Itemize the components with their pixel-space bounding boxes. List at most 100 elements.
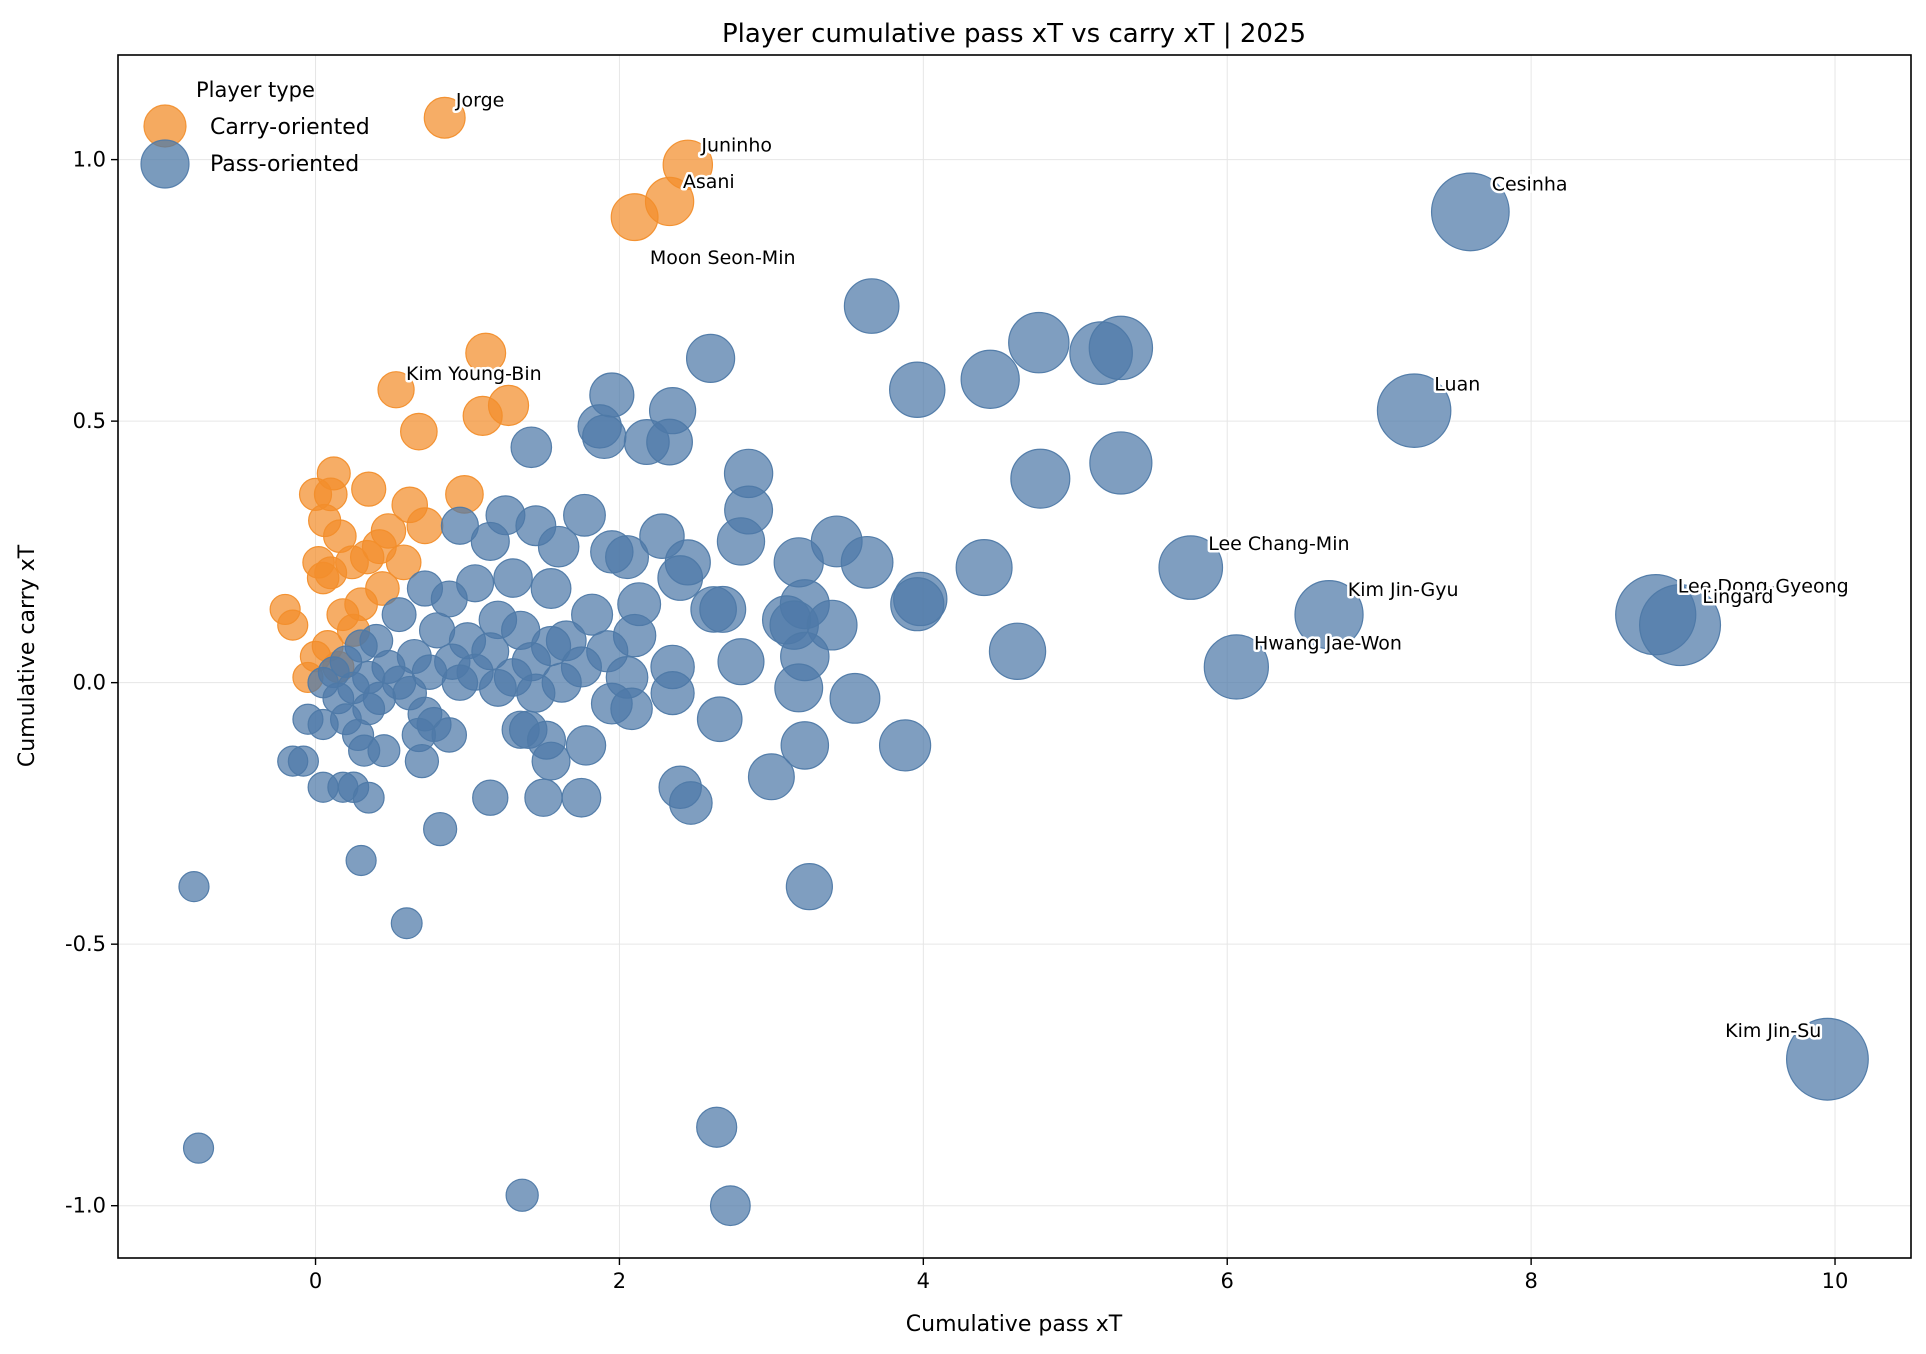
- pass-oriented-point: [785, 863, 833, 911]
- player-label: Kim Jin-Gyu: [1348, 579, 1459, 601]
- carry-oriented-point: [277, 609, 309, 641]
- carry-oriented-point: [406, 507, 444, 545]
- x-tick-label: 8: [1524, 1269, 1537, 1293]
- pass-oriented-point: [478, 668, 517, 707]
- pass-oriented-point: [440, 506, 479, 545]
- player-label-halo: Hwang Jae-Won: [1254, 632, 1402, 654]
- pass-oriented-point: [404, 743, 440, 779]
- pass-oriented-point: [696, 696, 743, 743]
- x-tick-label: 4: [917, 1269, 930, 1293]
- legend-carry-label: Carry-oriented: [210, 115, 370, 140]
- pass-oriented-point: [747, 753, 795, 801]
- pass-oriented-point: [381, 597, 417, 633]
- pass-oriented-point: [307, 708, 339, 741]
- pass-oriented-point: [537, 525, 580, 568]
- player-label: Luan: [1434, 373, 1480, 395]
- carry-oriented-point: [306, 561, 340, 595]
- axis-ticks: 0 2 4 6 8 10 -1.0 -0.5 0.0 0.5 1.0: [65, 148, 1848, 1293]
- pass-oriented-point: [840, 535, 894, 589]
- y-tick-label: 0.5: [73, 409, 106, 433]
- pass-oriented-point: [843, 278, 900, 334]
- carry-oriented-point: [400, 412, 438, 451]
- x-tick-label: 0: [309, 1269, 322, 1293]
- pass-oriented-point: [431, 717, 468, 753]
- pass-oriented-point: [1089, 431, 1153, 495]
- x-tick-label: 2: [613, 1269, 626, 1293]
- player-label-halo: Kim Jin-Su: [1725, 1020, 1821, 1042]
- player-label: Cesinha: [1492, 174, 1568, 196]
- x-tick-label: 6: [1221, 1269, 1234, 1293]
- pass-oriented-point: [605, 535, 650, 580]
- carry-oriented-point: [462, 395, 503, 437]
- pass-oriented-point: [1294, 580, 1364, 650]
- pass-oriented-point: [988, 622, 1047, 680]
- pass-oriented-point: [470, 521, 510, 562]
- player-label: Lee Dong-Gyeong: [1678, 576, 1849, 598]
- carry-oriented-point: [351, 471, 387, 507]
- legend-pass-marker: [140, 139, 190, 189]
- pass-oriented-point: [472, 779, 509, 816]
- pass-oriented-point: [348, 734, 381, 767]
- player-label: Asani: [683, 171, 735, 193]
- pass-oriented-point: [423, 811, 458, 847]
- pass-oriented-point: [441, 664, 479, 701]
- legend-pass-label: Pass-oriented: [210, 152, 359, 177]
- player-label-halo: Lingard: [1702, 586, 1773, 608]
- pass-oriented-point: [668, 781, 713, 825]
- y-axis-label: Cumulative carry xT: [15, 544, 40, 767]
- player-label-halo: Moon Seon-Min: [650, 247, 796, 269]
- legend: Player type Carry-oriented Pass-oriented: [140, 78, 370, 189]
- pass-oriented-point: [390, 907, 423, 940]
- player-label: Jorge: [455, 90, 504, 112]
- player-label: Lingard: [1702, 586, 1773, 608]
- player-label: Kim Jin-Su: [1725, 1020, 1821, 1042]
- player-label-halo: Cesinha: [1492, 174, 1568, 196]
- pass-oriented-point: [878, 719, 932, 772]
- grid-lines: [118, 55, 1911, 1258]
- x-tick-label: 10: [1822, 1269, 1849, 1293]
- pass-oriented-point: [829, 672, 881, 724]
- player-label: Juninho: [700, 134, 772, 156]
- pass-oriented-point: [646, 418, 693, 466]
- carry-oriented-point: [610, 193, 659, 242]
- pass-oriented-point: [524, 778, 563, 817]
- pass-oriented-point: [774, 663, 824, 713]
- x-axis-label: Cumulative pass xT: [906, 1312, 1123, 1337]
- pass-oriented-point: [955, 539, 1013, 597]
- player-label: Hwang Jae-Won: [1254, 632, 1402, 654]
- pass-oriented-point: [773, 537, 824, 588]
- pass-oriented-point: [1008, 311, 1070, 374]
- carry-oriented-point: [465, 332, 507, 374]
- pass-oriented-point: [531, 741, 571, 781]
- pass-oriented-point: [510, 426, 553, 469]
- pass-oriented-point: [1430, 172, 1510, 252]
- pass-oriented-point: [717, 638, 765, 686]
- y-tick-label: -1.0: [65, 1194, 106, 1218]
- player-label-halo: Kim Jin-Gyu: [1348, 579, 1459, 601]
- pass-oriented-point: [530, 568, 572, 609]
- player-label-halo: Juninho: [700, 134, 772, 156]
- pass-oriented-point: [516, 673, 556, 713]
- player-label: Moon Seon-Min: [650, 247, 796, 269]
- player-label-halo: Kim Young-Bin: [406, 363, 542, 385]
- player-label: Kim Young-Bin: [406, 363, 542, 385]
- carry-oriented-point: [377, 371, 415, 409]
- player-label-halo: Asani: [683, 171, 735, 193]
- player-label-halo: Jorge: [455, 90, 504, 112]
- pass-oriented-point: [1158, 535, 1224, 600]
- carry-oriented-point: [385, 544, 422, 581]
- pass-oriented-point: [287, 745, 319, 777]
- pass-oriented-point: [888, 361, 946, 419]
- pass-oriented-point: [610, 687, 653, 731]
- y-tick-label: 0.0: [73, 671, 106, 695]
- player-label-halo: Lee Dong-Gyeong: [1678, 576, 1849, 598]
- pass-oriented-point: [571, 593, 614, 636]
- chart-title: Player cumulative pass xT vs carry xT | …: [722, 19, 1306, 49]
- legend-title: Player type: [196, 78, 315, 102]
- pass-oriented-point: [1638, 584, 1722, 667]
- pass-oriented-point: [696, 1106, 738, 1148]
- pass-oriented-point: [1203, 634, 1269, 700]
